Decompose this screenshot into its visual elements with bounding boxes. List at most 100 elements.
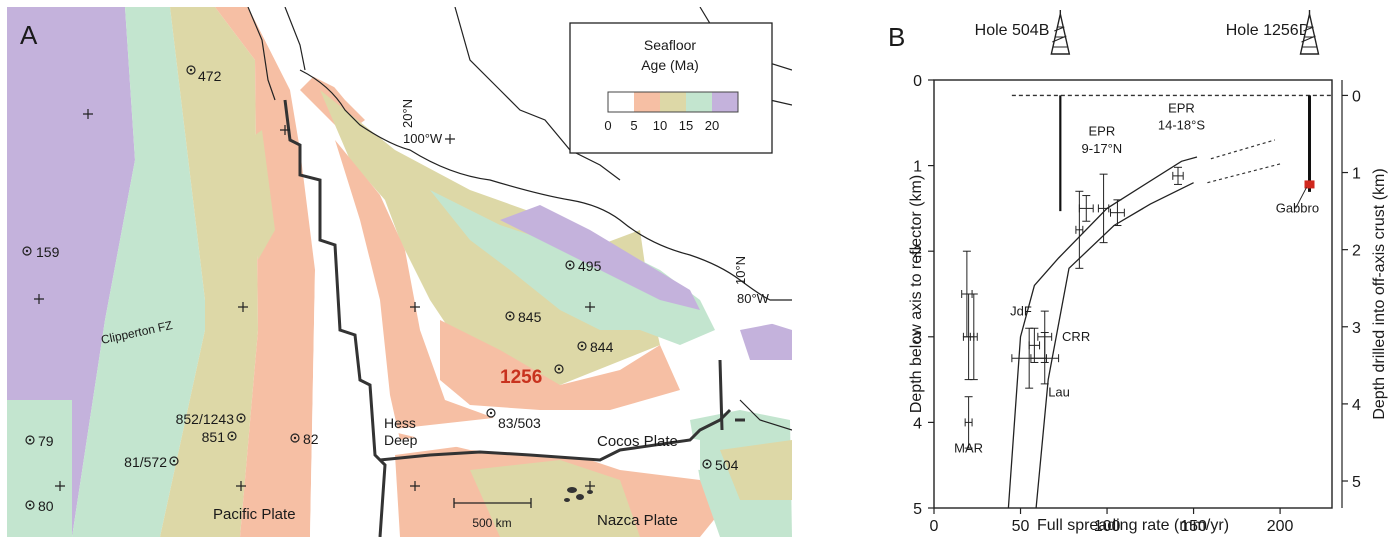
derrick-504b-tower bbox=[1050, 13, 1071, 55]
annotation-epr-2: EPR bbox=[1168, 101, 1195, 116]
ridges bbox=[283, 99, 745, 537]
svg-text:851: 851 bbox=[202, 429, 226, 445]
site-81-572: 81/572 bbox=[124, 454, 179, 470]
site-472: 472 bbox=[186, 65, 222, 84]
data-point-10 bbox=[1097, 173, 1110, 244]
y-axis-label: Depth below axis to reflector (km) bbox=[908, 175, 925, 413]
drill-sites: 472 159 79 80 852/1243 851 81/572 82 495… bbox=[22, 65, 739, 514]
age-zone-10b bbox=[235, 130, 275, 260]
site-83-503: 83/503 bbox=[486, 408, 541, 431]
y-tick-3: 3 bbox=[913, 330, 922, 347]
x-axis-label: Full spreading rate (mm/yr) bbox=[1037, 517, 1229, 534]
legend-tick-15: 15 bbox=[679, 118, 693, 133]
y2-tick-3: 3 bbox=[1352, 320, 1361, 337]
coastline-baja bbox=[247, 7, 306, 101]
site-82: 82 bbox=[290, 431, 319, 447]
data-point-5 bbox=[1028, 327, 1041, 363]
site-851: 851 bbox=[202, 429, 237, 445]
derrick-1256d bbox=[1299, 10, 1320, 55]
age-zone-20-east bbox=[500, 205, 700, 310]
annotation-epr-1: EPR bbox=[1088, 124, 1115, 139]
legend-title-1: Seafloor bbox=[644, 37, 696, 53]
legend-tick-0: 0 bbox=[604, 118, 611, 133]
site-79: 79 bbox=[25, 433, 54, 449]
site-504: 504 bbox=[702, 457, 739, 473]
x-tick-0: 0 bbox=[930, 518, 939, 535]
age-zone-15b bbox=[7, 400, 72, 537]
annotation-lau: Lau bbox=[1048, 385, 1070, 400]
annotation-crr: CRR bbox=[1062, 329, 1090, 344]
legend-ticks: 0 5 10 15 20 bbox=[604, 118, 719, 133]
legend-swatch-2 bbox=[660, 92, 686, 112]
label-lat10: 10°N bbox=[733, 256, 748, 285]
age-zone-5-east2 bbox=[440, 320, 680, 410]
hole-504b-label: Hole 504B bbox=[975, 22, 1050, 39]
legend-swatch-3 bbox=[686, 92, 712, 112]
legend-tick-10: 10 bbox=[653, 118, 667, 133]
legend-tick-20: 20 bbox=[705, 118, 719, 133]
y2-tick-0: 0 bbox=[1352, 88, 1361, 105]
svg-text:1256: 1256 bbox=[500, 367, 542, 388]
svg-text:845: 845 bbox=[518, 309, 542, 325]
derrick-1256d-tower bbox=[1299, 13, 1320, 55]
x-tick-150: 150 bbox=[1180, 518, 1207, 535]
panel-a-map: 100°W 20°N 80°W 10°N 472 159 79 80 852/1… bbox=[7, 7, 792, 537]
grid-crosses bbox=[34, 109, 595, 491]
legend-tick-5: 5 bbox=[630, 118, 637, 133]
annotation-mar: MAR bbox=[954, 440, 983, 455]
age-zone-20-se bbox=[740, 320, 792, 360]
data-point-11 bbox=[1110, 199, 1125, 227]
y-tick-5: 5 bbox=[913, 501, 922, 518]
site-495: 495 bbox=[565, 258, 602, 274]
legend-swatch-0 bbox=[608, 92, 634, 112]
extrap-upper bbox=[1210, 139, 1276, 160]
legend-title-2: Age (Ma) bbox=[641, 57, 699, 73]
hole-1256d-label: Hole 1256D bbox=[1226, 22, 1311, 39]
svg-text:79: 79 bbox=[38, 433, 54, 449]
svg-text:852/1243: 852/1243 bbox=[176, 411, 235, 427]
site-844: 844 bbox=[577, 339, 614, 355]
derrick-504b-braces bbox=[1052, 26, 1068, 48]
envelope-lower bbox=[1035, 182, 1194, 509]
y2-tick-1: 1 bbox=[1352, 166, 1361, 183]
annotation-epr-2b: 14-18°S bbox=[1158, 118, 1205, 133]
extrap-lower bbox=[1207, 163, 1281, 184]
x-tick-50: 50 bbox=[1012, 518, 1030, 535]
annotation-epr-1b: 9-17°N bbox=[1082, 141, 1123, 156]
scale-bar: 500 km bbox=[453, 498, 532, 530]
svg-text:500 km: 500 km bbox=[472, 516, 511, 530]
svg-text:83/503: 83/503 bbox=[498, 415, 541, 431]
y2-tick-5: 5 bbox=[1352, 474, 1361, 491]
legend-swatch-1 bbox=[634, 92, 660, 112]
data-point-7 bbox=[1030, 332, 1060, 385]
data-point-9 bbox=[1078, 195, 1094, 222]
derrick-504b bbox=[1050, 10, 1071, 55]
galapagos-islands bbox=[564, 487, 593, 502]
svg-text:81/572: 81/572 bbox=[124, 454, 167, 470]
data-point-3 bbox=[969, 293, 978, 381]
site-80: 80 bbox=[25, 498, 54, 514]
svg-text:472: 472 bbox=[198, 68, 222, 84]
legend-swatches bbox=[607, 91, 739, 113]
gabbro-leader bbox=[1295, 187, 1307, 209]
coastline-sa bbox=[739, 399, 792, 431]
galapagos-rift bbox=[379, 408, 732, 462]
svg-text:504: 504 bbox=[715, 457, 739, 473]
y2-tick-2: 2 bbox=[1352, 243, 1361, 260]
label-cocos-plate: Cocos Plate bbox=[597, 433, 678, 450]
svg-text:82: 82 bbox=[303, 431, 319, 447]
coastline-mexico bbox=[299, 69, 792, 301]
data-point-8 bbox=[1075, 190, 1084, 269]
svg-text:80: 80 bbox=[38, 498, 54, 514]
svg-text:159: 159 bbox=[36, 244, 60, 260]
y2-tick-4: 4 bbox=[1352, 397, 1361, 414]
y-tick-0: 0 bbox=[913, 73, 922, 90]
age-zone-10 bbox=[160, 7, 258, 537]
age-zone-10-south bbox=[470, 460, 640, 537]
panel-b-chart: B Hole 504B Hole 1256D 0 50 100 150 20001234… bbox=[888, 10, 1388, 535]
annotation-gabbro: Gabbro bbox=[1276, 201, 1319, 216]
site-159: 159 bbox=[22, 244, 60, 260]
site-845: 845 bbox=[505, 309, 542, 325]
